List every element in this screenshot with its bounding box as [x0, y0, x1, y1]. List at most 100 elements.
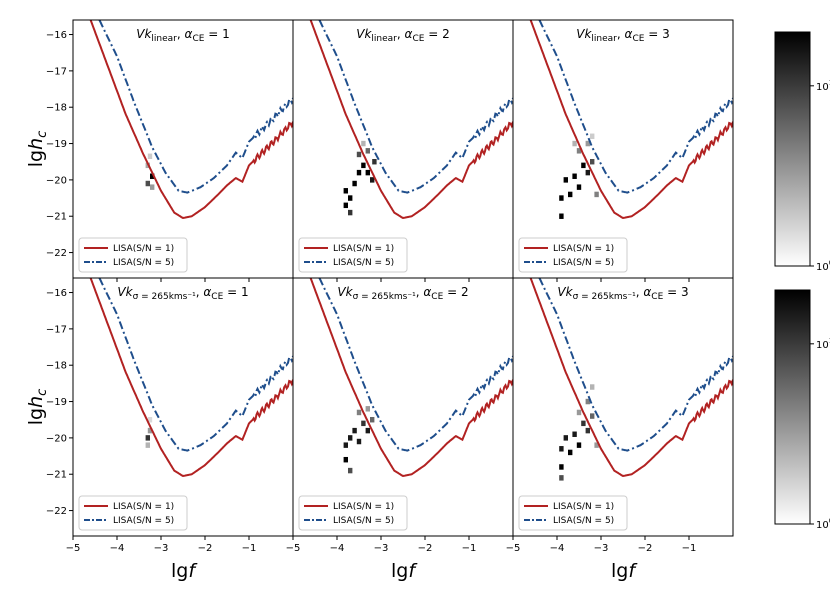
panel-1-1: Vkσ = 265kms⁻¹, αCE = 2 LISA(S/N = 1) LISA… [286, 277, 514, 554]
x-tick-label: −1 [682, 543, 697, 554]
heatmap-cell [563, 435, 568, 441]
heatmap-cell [365, 427, 370, 434]
heatmap-cell [343, 202, 348, 209]
lisa-snr5-line [318, 278, 513, 452]
panel-title: Vkσ = 265kms⁻¹, αCE = 3 [557, 285, 688, 302]
legend-label: LISA(S/N = 5) [113, 258, 174, 268]
heatmap-cell [563, 177, 568, 183]
legend-label: LISA(S/N = 5) [333, 258, 394, 268]
lisa-snr5-line [318, 20, 513, 194]
heatmap-cell [572, 431, 577, 437]
heatmap-cell [361, 420, 366, 427]
heatmap-cell [585, 398, 590, 405]
y-tick-label: −22 [46, 506, 67, 517]
heatmap-cell [145, 435, 150, 441]
x-tick-label: −4 [330, 543, 345, 554]
lisa-snr1-line [89, 20, 293, 220]
heatmap-cell [585, 169, 590, 176]
panel-frame [512, 277, 734, 537]
panel-title: Vklinear, αCE = 1 [136, 27, 230, 44]
x-tick-label: −1 [462, 543, 477, 554]
x-tick-label: −3 [154, 543, 169, 554]
heatmap-cell [356, 438, 362, 445]
legend-label: LISA(S/N = 5) [333, 516, 394, 526]
heatmap-cell [590, 133, 595, 140]
legend-box [78, 237, 188, 273]
heatmap-cell [581, 420, 586, 427]
x-tick-label: −4 [110, 543, 125, 554]
x-tick-label: −1 [242, 543, 257, 554]
x-tick-label: −2 [418, 543, 433, 554]
legend-box [78, 495, 188, 531]
heatmap-cell [585, 140, 590, 147]
legend-label: LISA(S/N = 1) [333, 244, 394, 254]
lisa-snr5-line [98, 20, 293, 194]
heatmap-cell [559, 475, 564, 481]
heatmap-cell [343, 442, 348, 448]
y-tick-label: −17 [46, 66, 67, 77]
y-tick-label: −16 [46, 288, 67, 299]
x-axis-label: lgf [391, 560, 418, 582]
heatmap-cell [150, 184, 155, 190]
x-tick-label: −3 [374, 543, 389, 554]
heatmap-cell [147, 416, 153, 423]
heatmap-cell [590, 384, 595, 390]
heatmap-cell [145, 442, 150, 448]
heatmap-cell [365, 148, 370, 154]
y-tick-label: −21 [46, 470, 67, 481]
heatmap-cell [590, 413, 595, 419]
heatmap-cell [348, 195, 353, 201]
lisa-snr5-line [538, 20, 733, 194]
heatmap-cell [352, 180, 357, 187]
heatmap-cell [145, 180, 150, 187]
y-tick-label: −18 [46, 103, 67, 114]
legend-label: LISA(S/N = 1) [553, 244, 614, 254]
heatmap-cell [568, 449, 573, 456]
heatmap-cell [361, 140, 366, 147]
x-tick-label: −5 [286, 543, 301, 554]
panel-title: Vkσ = 265kms⁻¹, αCE = 2 [337, 285, 468, 302]
panel-0-0: Vklinear, αCE = 1 LISA(S/N = 1) LISA(S/N =… [46, 19, 294, 282]
panel-1-0: Vkσ = 265kms⁻¹, αCE = 1 LISA(S/N = 1) LISA… [46, 277, 294, 554]
y-tick-label: −20 [46, 433, 67, 444]
y-tick-label: −19 [46, 139, 67, 150]
y-tick-label: −20 [46, 175, 67, 186]
heatmap-cell [348, 209, 353, 216]
heatmap-cell [365, 406, 370, 412]
heatmap-cell [147, 153, 153, 159]
y-tick-label: −17 [46, 324, 67, 335]
x-tick-label: −4 [550, 543, 565, 554]
x-axis-label: lgf [611, 560, 638, 582]
lisa-snr1-line [309, 278, 513, 478]
colorbar-tick-label: 100 [816, 259, 830, 273]
legend-box [518, 237, 628, 273]
y-tick-label: −21 [46, 212, 67, 223]
y-tick-label: −16 [46, 30, 67, 41]
heatmap-cell [370, 177, 375, 183]
heatmap-cell [568, 191, 573, 198]
legend-box [518, 495, 628, 531]
heatmap-cell [576, 148, 582, 154]
heatmap-cell [559, 195, 564, 201]
x-tick-label: −5 [66, 543, 81, 554]
panel-title: Vklinear, αCE = 2 [356, 27, 450, 44]
x-tick-label: −5 [506, 543, 521, 554]
heatmap-cell [594, 442, 599, 448]
panel-1-2: Vkσ = 265kms⁻¹, αCE = 3 LISA(S/N = 1) LISA… [506, 277, 734, 554]
heatmap-cell [348, 435, 353, 441]
legend-label: LISA(S/N = 5) [553, 516, 614, 526]
lisa-snr5-line [538, 278, 733, 452]
heatmap-cell [356, 169, 362, 176]
heatmap-cell [585, 427, 590, 434]
heatmap-cell [356, 409, 362, 416]
heatmap-cell [559, 446, 564, 452]
legend-box [298, 237, 408, 273]
heatmap-cell [581, 162, 586, 169]
heatmap-cell [147, 427, 153, 434]
colorbar-tick-label: 100 [816, 517, 830, 531]
panel-0-1: Vklinear, αCE = 2 LISA(S/N = 1) LISA(S/N =… [292, 19, 514, 282]
lisa-snr1-line [309, 20, 513, 220]
panel-0-2: Vklinear, αCE = 3 LISA(S/N = 1) LISA(S/N =… [512, 19, 734, 282]
lisa-snr1-line [529, 278, 733, 478]
